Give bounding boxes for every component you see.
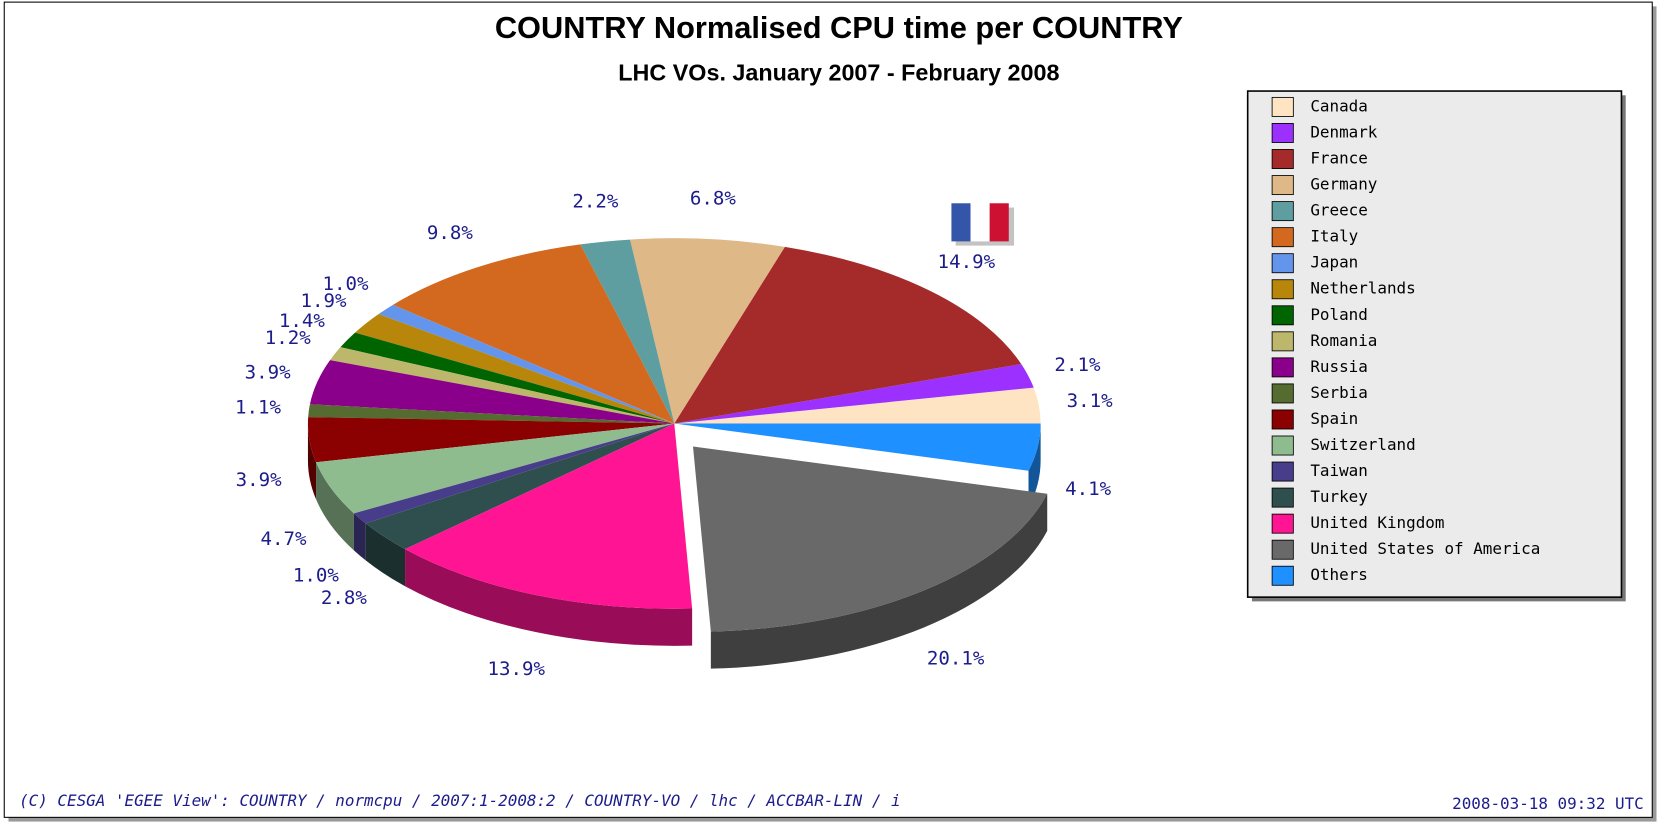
timestamp: 2008-03-18 09:32 UTC <box>1452 794 1644 813</box>
slice <box>674 363 1034 424</box>
legend-swatch <box>1271 331 1294 352</box>
legend-swatch <box>1271 513 1294 534</box>
slice <box>378 304 675 424</box>
slice <box>307 417 675 463</box>
slice-side <box>710 493 1048 669</box>
value-label: 2.8% <box>321 587 368 609</box>
value-label: 1.4% <box>279 310 326 332</box>
value-label: 3.1% <box>1067 390 1114 412</box>
legend-swatch <box>1271 461 1294 482</box>
slice-side <box>405 549 693 646</box>
legend-label: Italy <box>1310 227 1358 246</box>
value-label: 4.7% <box>260 528 307 550</box>
footer: (C) CESGA 'EGEE View': COUNTRY / normcpu… <box>19 791 900 810</box>
legend-label: Greece <box>1310 201 1367 220</box>
flag <box>951 203 1015 246</box>
slice <box>405 423 693 609</box>
value-label: 6.8% <box>690 187 737 209</box>
slice-side <box>307 423 317 500</box>
legend-swatch <box>1271 435 1294 456</box>
legend-swatch <box>1271 279 1294 300</box>
legend-label: Canada <box>1310 96 1367 115</box>
legend-label: Germany <box>1310 175 1377 194</box>
slice-side <box>353 513 366 561</box>
legend-label: Serbia <box>1310 383 1367 402</box>
value-label: 4.1% <box>1065 478 1112 500</box>
value-label: 2.1% <box>1054 354 1101 376</box>
legend-swatch <box>1271 539 1294 560</box>
legend-label: Japan <box>1310 253 1358 272</box>
slice <box>355 314 675 424</box>
legend-swatch <box>1271 383 1294 404</box>
value-label: 9.8% <box>427 222 474 244</box>
legend-swatch <box>1271 149 1294 169</box>
slice <box>308 404 675 424</box>
value-label: 1.9% <box>300 290 347 312</box>
slice <box>353 423 675 524</box>
legend-swatch <box>1271 357 1294 378</box>
value-label: 1.0% <box>323 273 370 295</box>
slice <box>330 347 675 424</box>
legend-label: Others <box>1310 565 1367 584</box>
value-label: 1.0% <box>293 565 340 587</box>
slice <box>674 246 1022 424</box>
legend-label: Spain <box>1310 409 1358 428</box>
legend-swatch <box>1271 253 1294 274</box>
legend-label: Denmark <box>1310 122 1378 141</box>
legend-label: Turkey <box>1310 487 1367 506</box>
legend-swatch <box>1271 565 1294 586</box>
legend-label: Romania <box>1310 331 1377 350</box>
legend-label: Switzerland <box>1310 435 1415 454</box>
slice <box>340 332 675 424</box>
value-label: 3.9% <box>245 361 292 383</box>
legend-swatch <box>1271 175 1294 196</box>
value-label: 20.1% <box>927 647 985 669</box>
pie: 3.1%2.1%14.9%6.8%2.2%9.8%1.0%1.9%1.4%1.2… <box>235 187 1113 679</box>
slice <box>316 423 675 514</box>
slice <box>674 387 1041 424</box>
slice-side <box>1028 423 1041 508</box>
legend-label: United Kingdom <box>1310 513 1444 532</box>
slice <box>365 423 675 550</box>
legend-label: United States of America <box>1310 539 1540 558</box>
legend-swatch <box>1271 227 1294 248</box>
legend <box>1246 90 1623 598</box>
value-label: 1.1% <box>235 396 282 418</box>
value-label: 2.2% <box>572 191 619 213</box>
legend-label: Russia <box>1310 357 1367 376</box>
chart-title: COUNTRY Normalised CPU time per COUNTRY <box>495 10 1183 45</box>
value-label: 3.9% <box>236 469 283 491</box>
legend-swatch <box>1271 409 1294 430</box>
legend-swatch <box>1271 123 1294 143</box>
slice <box>580 239 675 424</box>
slice <box>630 238 785 424</box>
legend-swatch <box>1271 487 1294 508</box>
slice <box>309 360 675 424</box>
value-label: 13.9% <box>487 658 545 680</box>
slice <box>392 244 675 424</box>
value-label: 14.9% <box>938 251 996 273</box>
legend-label: Poland <box>1310 305 1367 324</box>
slice <box>692 446 1048 632</box>
slice-side <box>365 523 406 587</box>
legend-swatch <box>1271 96 1294 117</box>
legend-label: Taiwan <box>1310 461 1367 480</box>
legend-swatch <box>1271 305 1294 326</box>
legend-swatch <box>1271 201 1294 222</box>
slice <box>674 423 1041 471</box>
value-label: 1.2% <box>265 327 312 349</box>
legend-label: France <box>1310 149 1367 168</box>
slice-side <box>316 462 354 551</box>
chart-subtitle: LHC VOs. January 2007 - February 2008 <box>618 59 1059 85</box>
legend-label: Netherlands <box>1310 279 1415 298</box>
